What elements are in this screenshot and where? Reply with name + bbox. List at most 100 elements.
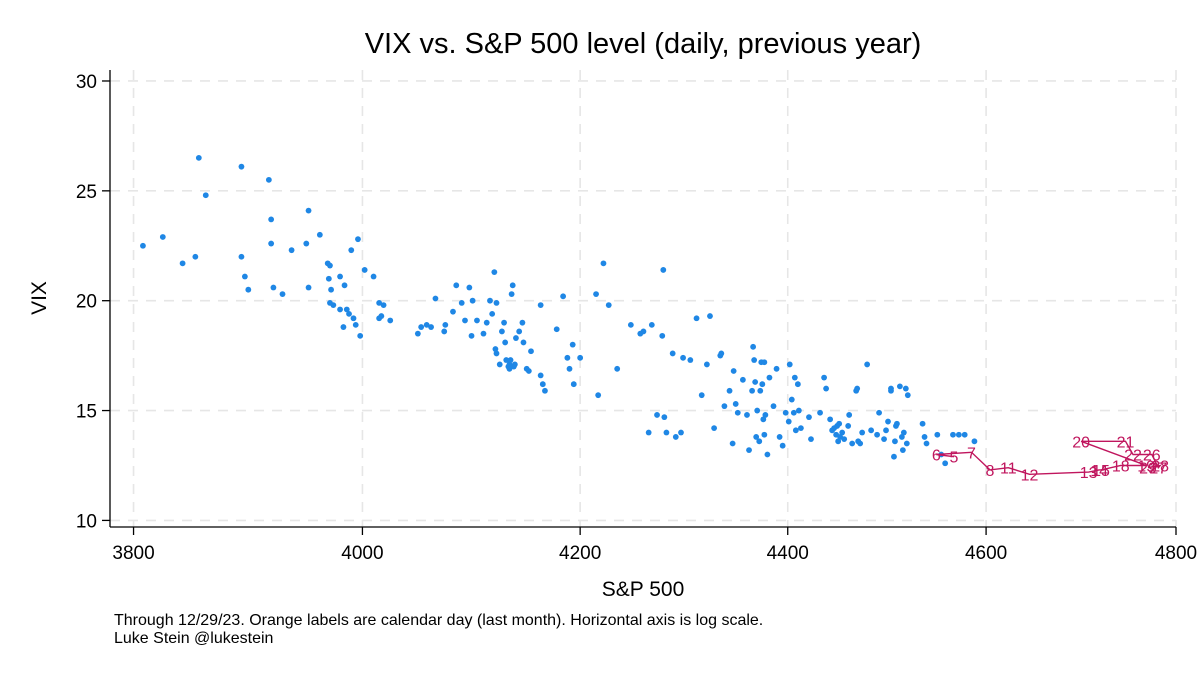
data-point [380,302,387,308]
data-point [894,420,900,427]
data-point [378,313,385,319]
chart-credit: Luke Stein @lukestein [114,630,273,647]
x-tick-label: 4000 [341,543,383,564]
data-point [474,317,480,324]
data-point [766,374,773,381]
data-point [442,321,449,328]
data-point [348,247,355,254]
data-point [839,429,846,436]
data-point [770,403,777,410]
y-tick-label: 10 [76,511,97,532]
data-point [955,431,962,438]
data-point [268,216,275,223]
data-point [303,240,310,247]
data-point [537,302,544,308]
data-point [754,407,761,414]
data-point [661,414,668,421]
data-point [883,427,889,434]
data-point [600,260,607,267]
data-point [570,381,577,388]
data-point [885,418,891,425]
data-point [159,234,166,240]
axes [109,70,1176,528]
data-point [773,365,780,372]
data-point [864,361,871,368]
data-point [179,260,186,267]
data-point [791,374,798,381]
data-point [659,332,666,339]
data-point [265,176,272,183]
data-point [577,354,584,361]
data-point [764,451,771,458]
data-point [718,350,725,357]
data-point [493,299,500,306]
data-point [506,361,513,368]
data-point [854,385,861,392]
data-point [480,330,487,337]
data-point [762,412,769,418]
data-point [595,392,602,399]
data-point [462,317,468,324]
data-point [654,412,660,418]
data-point [593,291,599,298]
day-label: 20 [1072,434,1090,451]
data-point [760,416,767,423]
data-point [759,381,766,388]
scatter-points [140,154,978,467]
data-point [950,431,956,438]
data-point [749,387,755,394]
data-point [817,409,823,416]
data-point [790,409,797,416]
data-point [553,326,560,333]
data-point [499,328,505,335]
y-tick-label: 25 [76,182,97,203]
data-point [746,447,752,454]
data-point [757,387,764,394]
data-point [238,253,245,260]
data-point [739,376,746,383]
data-point [542,387,548,394]
data-point [458,299,465,306]
data-point [756,438,763,445]
data-point [506,365,513,372]
data-point [279,291,286,298]
data-point [961,431,968,438]
data-point [752,379,759,385]
data-point [245,286,252,293]
data-point [343,306,350,313]
data-point [241,273,248,280]
data-point [782,409,789,416]
day-label: 6 [932,447,941,464]
data-point [414,330,421,337]
x-tick-label: 4400 [767,543,809,564]
data-point [489,310,496,317]
data-point [761,431,768,438]
data-point [888,385,894,392]
data-point [734,409,741,416]
data-point [539,381,546,388]
data-point [821,374,827,381]
day-label: 13 [1080,465,1098,482]
data-point [921,434,928,440]
data-point [450,308,456,315]
data-point [923,440,930,447]
data-point [566,365,573,372]
data-point [569,341,576,348]
data-point [726,387,733,394]
data-point [418,324,425,330]
data-point [501,319,507,326]
data-point [516,328,523,335]
data-point [902,385,909,392]
data-point [327,262,333,269]
data-point [502,339,509,346]
data-point [899,447,906,454]
data-point [808,436,814,443]
data-point [346,310,352,317]
data-point [934,431,941,438]
data-point [794,381,801,388]
data-point [753,434,760,440]
data-point [876,409,882,416]
data-point [785,418,792,425]
